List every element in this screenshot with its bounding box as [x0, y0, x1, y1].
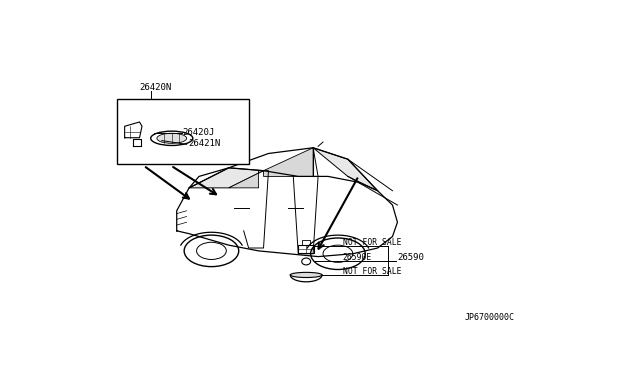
Bar — [298, 245, 314, 253]
Bar — [117, 99, 248, 164]
Text: JP6700000C: JP6700000C — [465, 313, 515, 322]
Polygon shape — [229, 171, 264, 188]
Polygon shape — [313, 148, 378, 191]
Ellipse shape — [291, 272, 322, 278]
Ellipse shape — [157, 133, 187, 143]
Text: 26420N: 26420N — [140, 83, 172, 93]
Text: NOT FOR SALE: NOT FOR SALE — [343, 267, 401, 276]
Text: 26421N: 26421N — [188, 140, 220, 148]
Text: 26590: 26590 — [397, 253, 424, 262]
Text: 26420J: 26420J — [182, 128, 215, 137]
Text: 26590E: 26590E — [343, 253, 372, 262]
Text: NOT FOR SALE: NOT FOR SALE — [343, 238, 401, 247]
Polygon shape — [189, 168, 264, 188]
Polygon shape — [264, 148, 313, 176]
